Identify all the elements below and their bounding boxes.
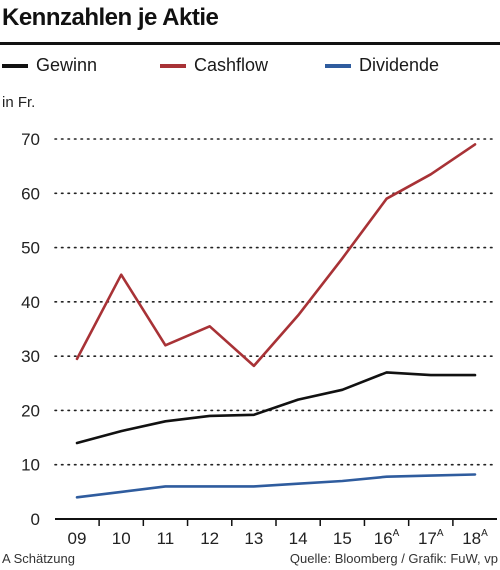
y-tick-label-10: 10	[21, 456, 40, 475]
title-rule	[0, 42, 500, 45]
legend-label-gewinn: Gewinn	[36, 55, 98, 75]
legend-swatch-gewinn	[2, 63, 28, 68]
x-tick-label-18: 18A	[462, 528, 488, 548]
x-tick-label-09: 09	[68, 529, 87, 548]
series-line-gewinn	[75, 371, 477, 445]
source-credit: Quelle: Bloomberg / Grafik: FuW, vp	[289, 551, 498, 566]
series-layer	[75, 143, 477, 499]
y-tick-label-40: 40	[21, 293, 40, 312]
legend-item-gewinn: Gewinn	[2, 55, 97, 76]
legend-swatch-dividende	[325, 63, 351, 68]
y-tick-label-60: 60	[21, 184, 40, 203]
y-tick-label-70: 70	[21, 130, 40, 149]
x-tick-label-12: 12	[200, 529, 219, 548]
legend-item-cashflow: Cashflow	[160, 55, 268, 76]
grid-layer	[54, 138, 498, 466]
series-line-cashflow	[75, 143, 477, 368]
chart-title: Kennzahlen je Aktie	[2, 4, 219, 31]
x-tick-label-17: 17A	[418, 528, 444, 548]
legend-swatch-cashflow	[160, 63, 186, 68]
legend: Gewinn Cashflow Dividende	[0, 55, 500, 85]
y-tick-label-30: 30	[21, 347, 40, 366]
legend-label-cashflow: Cashflow	[194, 55, 269, 75]
legend-label-dividende: Dividende	[359, 55, 440, 75]
legend-item-dividende: Dividende	[325, 55, 439, 76]
footnote: A Schätzung	[2, 551, 75, 566]
x-tick-label-16: 16A	[374, 528, 400, 548]
x-tick-label-13: 13	[244, 529, 263, 548]
x-tick-label-14: 14	[289, 529, 308, 548]
y-axis-label: in Fr.	[2, 94, 35, 111]
x-tick-label-10: 10	[112, 529, 131, 548]
x-tick-label-15: 15	[333, 529, 352, 548]
axis-layer: 0 10 20 30 40 50 60 70 09 10 11 12 13 14 15 16A 17A 18A	[21, 130, 497, 548]
y-tick-label-50: 50	[21, 239, 40, 258]
y-tick-label-0: 0	[31, 510, 40, 529]
x-tick-label-11: 11	[157, 529, 175, 548]
y-tick-label-20: 20	[21, 401, 40, 420]
series-line-dividende	[75, 473, 477, 499]
